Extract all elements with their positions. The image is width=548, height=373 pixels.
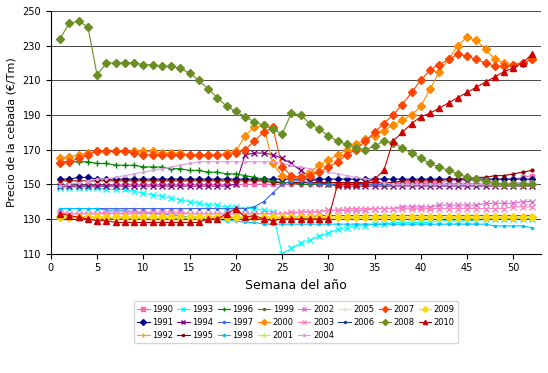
Legend: 1990, 1991, 1992, 1993, 1994, 1995, 1996, 1997, 1998, 1999, 2000, 2001, 2002, 20: 1990, 1991, 1992, 1993, 1994, 1995, 1996… [134,301,458,344]
X-axis label: Semana del año: Semana del año [245,279,347,292]
Y-axis label: Precio de la cebada (€/Tm): Precio de la cebada (€/Tm) [7,57,17,207]
